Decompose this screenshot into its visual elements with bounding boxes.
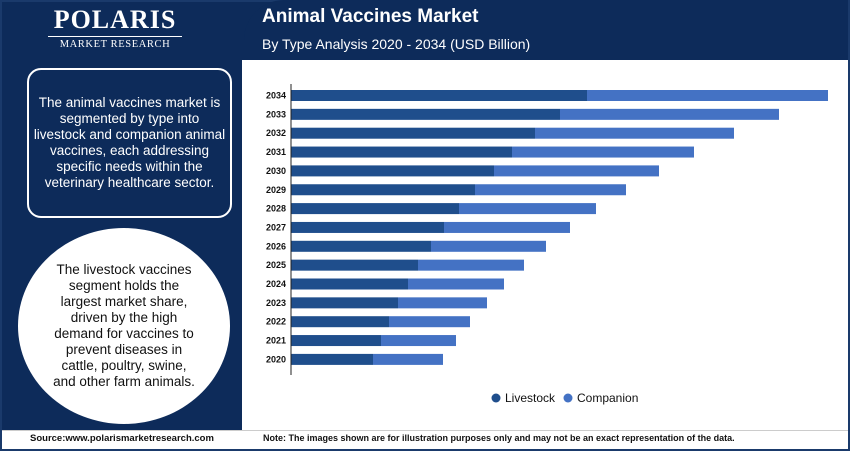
bar-livestock-2024	[291, 278, 408, 290]
y-tick-label: 2027	[266, 222, 286, 232]
y-tick-label: 2023	[266, 298, 286, 308]
bar-livestock-2026	[291, 240, 431, 252]
bar-companion-2024	[408, 278, 504, 290]
bar-livestock-2021	[291, 335, 381, 347]
bar-companion-2033	[560, 108, 779, 120]
bar-companion-2030	[494, 165, 659, 177]
bar-companion-2021	[381, 335, 456, 347]
footer-bar	[2, 430, 848, 449]
chart-legend: Livestock Companion	[491, 391, 638, 405]
y-tick-label: 2024	[266, 279, 286, 289]
bar-companion-2025	[418, 259, 524, 271]
bar-livestock-2032	[291, 127, 535, 139]
source-text: Source:www.polarismarketresearch.com	[30, 433, 214, 444]
y-tick-label: 2029	[266, 185, 286, 195]
y-tick-label: 2021	[266, 336, 286, 346]
bar-livestock-2033	[291, 108, 560, 120]
title-banner	[244, 0, 848, 58]
bar-companion-2029	[475, 184, 626, 196]
bar-livestock-2030	[291, 165, 494, 177]
logo-sub-text: MARKET RESEARCH	[48, 36, 182, 50]
segmentation-info-text: The animal vaccines market is segmented …	[33, 95, 226, 190]
disclaimer-note: Note: The images shown are for illustrat…	[263, 433, 735, 443]
bar-livestock-2022	[291, 316, 389, 328]
chart-title: Animal Vaccines Market	[262, 6, 479, 27]
bars-group: 2034 2033 2032 2031 2030 2029 2028 2027 2026 2025…	[266, 90, 828, 365]
bar-livestock-2028	[291, 203, 459, 215]
y-tick-label: 2028	[266, 204, 286, 214]
bar-livestock-2029	[291, 184, 475, 196]
bar-livestock-2031	[291, 146, 512, 158]
legend-marker-companion	[563, 393, 573, 403]
y-tick-label: 2026	[266, 241, 286, 251]
y-tick-label: 2031	[266, 147, 286, 157]
y-tick-label: 2034	[266, 91, 286, 101]
bar-companion-2023	[398, 297, 487, 309]
bar-companion-2028	[459, 203, 596, 215]
bar-livestock-2027	[291, 221, 444, 233]
legend-marker-livestock	[491, 393, 501, 403]
bar-companion-2032	[535, 127, 734, 139]
y-tick-label: 2030	[266, 166, 286, 176]
bar-livestock-2025	[291, 259, 418, 271]
y-tick-label: 2033	[266, 109, 286, 119]
y-tick-label: 2022	[266, 317, 286, 327]
polaris-logo: POLARIS MARKET RESEARCH	[30, 6, 200, 50]
bar-companion-2027	[444, 221, 570, 233]
livestock-info-circle: The livestock vaccines segment holds the…	[18, 228, 230, 424]
y-tick-label: 2025	[266, 260, 286, 270]
livestock-info-text: The livestock vaccines segment holds the…	[53, 262, 195, 389]
bar-livestock-2020	[291, 353, 373, 365]
legend-label-livestock: Livestock	[505, 391, 556, 405]
legend-label-companion: Companion	[577, 391, 638, 405]
bar-chart: 2034 2033 2032 2031 2030 2029 2028 2027 2026 2025…	[266, 84, 828, 405]
bar-companion-2022	[389, 316, 470, 328]
y-tick-label: 2032	[266, 128, 286, 138]
logo-main-text: POLARIS	[53, 5, 177, 34]
chart-subtitle: By Type Analysis 2020 - 2034 (USD Billio…	[262, 36, 531, 52]
bar-livestock-2023	[291, 297, 398, 309]
bar-companion-2031	[512, 146, 694, 158]
bar-companion-2020	[373, 353, 443, 365]
bar-livestock-2034	[291, 90, 587, 101]
bar-companion-2034	[587, 90, 828, 101]
bar-companion-2026	[431, 240, 546, 252]
y-tick-label: 2020	[266, 354, 286, 364]
segmentation-info-box: The animal vaccines market is segmented …	[27, 68, 232, 218]
